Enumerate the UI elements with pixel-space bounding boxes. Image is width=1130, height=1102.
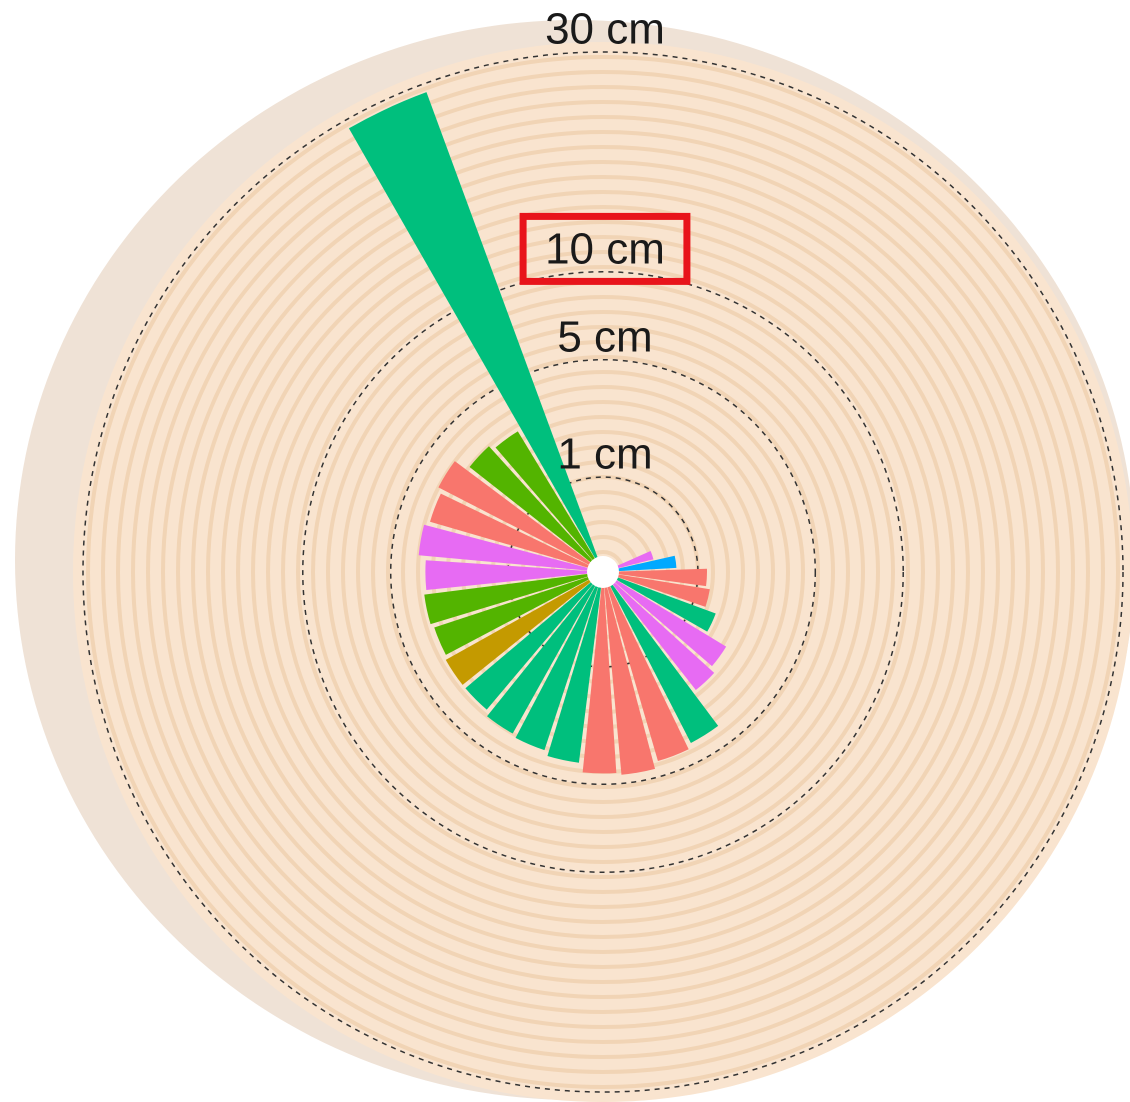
tree-ring xyxy=(161,130,1045,1014)
grid-circle xyxy=(302,271,904,873)
grid-circle xyxy=(82,51,1124,1093)
bar xyxy=(515,572,603,751)
tree-ring xyxy=(326,295,880,849)
tree-ring xyxy=(221,190,985,954)
bar xyxy=(603,555,677,572)
bar xyxy=(603,572,710,607)
bar xyxy=(418,524,603,572)
bar xyxy=(582,572,617,774)
tree-ring xyxy=(356,325,850,819)
bar xyxy=(425,560,603,590)
bar xyxy=(424,572,603,625)
bar xyxy=(603,568,707,587)
bar xyxy=(603,572,656,775)
tree-ring xyxy=(236,205,970,939)
tree-ring xyxy=(131,100,1075,1044)
tree-ring xyxy=(266,235,940,909)
bar xyxy=(603,572,689,762)
bar xyxy=(465,572,603,710)
tree-ring xyxy=(251,220,955,924)
tree-ring xyxy=(101,70,1105,1074)
bar xyxy=(603,572,727,667)
tree-ring xyxy=(206,175,1000,969)
bar xyxy=(547,572,603,763)
grid-circle xyxy=(389,358,817,786)
tree-ring xyxy=(296,265,910,879)
tree-ring xyxy=(371,340,835,804)
bar xyxy=(430,493,603,572)
r-tick-label: 1 cm xyxy=(557,430,652,479)
bar xyxy=(434,572,603,655)
bar xyxy=(469,446,603,572)
center-dot xyxy=(587,556,619,588)
labels: 1 cm 5 cm 10 cm 30 cm xyxy=(519,5,691,479)
bar xyxy=(495,431,603,572)
tree-ring xyxy=(386,355,820,789)
bar xyxy=(603,572,719,743)
bar xyxy=(438,461,603,572)
bars xyxy=(348,92,727,775)
tree-ring xyxy=(116,85,1090,1059)
bar xyxy=(603,572,716,632)
tree-ring xyxy=(176,145,1030,999)
bar xyxy=(445,572,603,685)
r-tick-label: 5 cm xyxy=(557,312,652,361)
bar xyxy=(603,572,715,690)
tree-ring xyxy=(146,115,1060,1029)
bar xyxy=(487,572,603,734)
tree-ring xyxy=(191,160,1015,984)
tree-ring xyxy=(86,55,1120,1089)
tree-ring xyxy=(341,310,865,834)
tree-ring xyxy=(281,250,925,894)
r-tick-label: 30 cm xyxy=(545,5,665,54)
r-tick-label: 10 cm xyxy=(545,224,665,273)
highlight-box xyxy=(519,212,691,285)
bar xyxy=(348,92,603,573)
